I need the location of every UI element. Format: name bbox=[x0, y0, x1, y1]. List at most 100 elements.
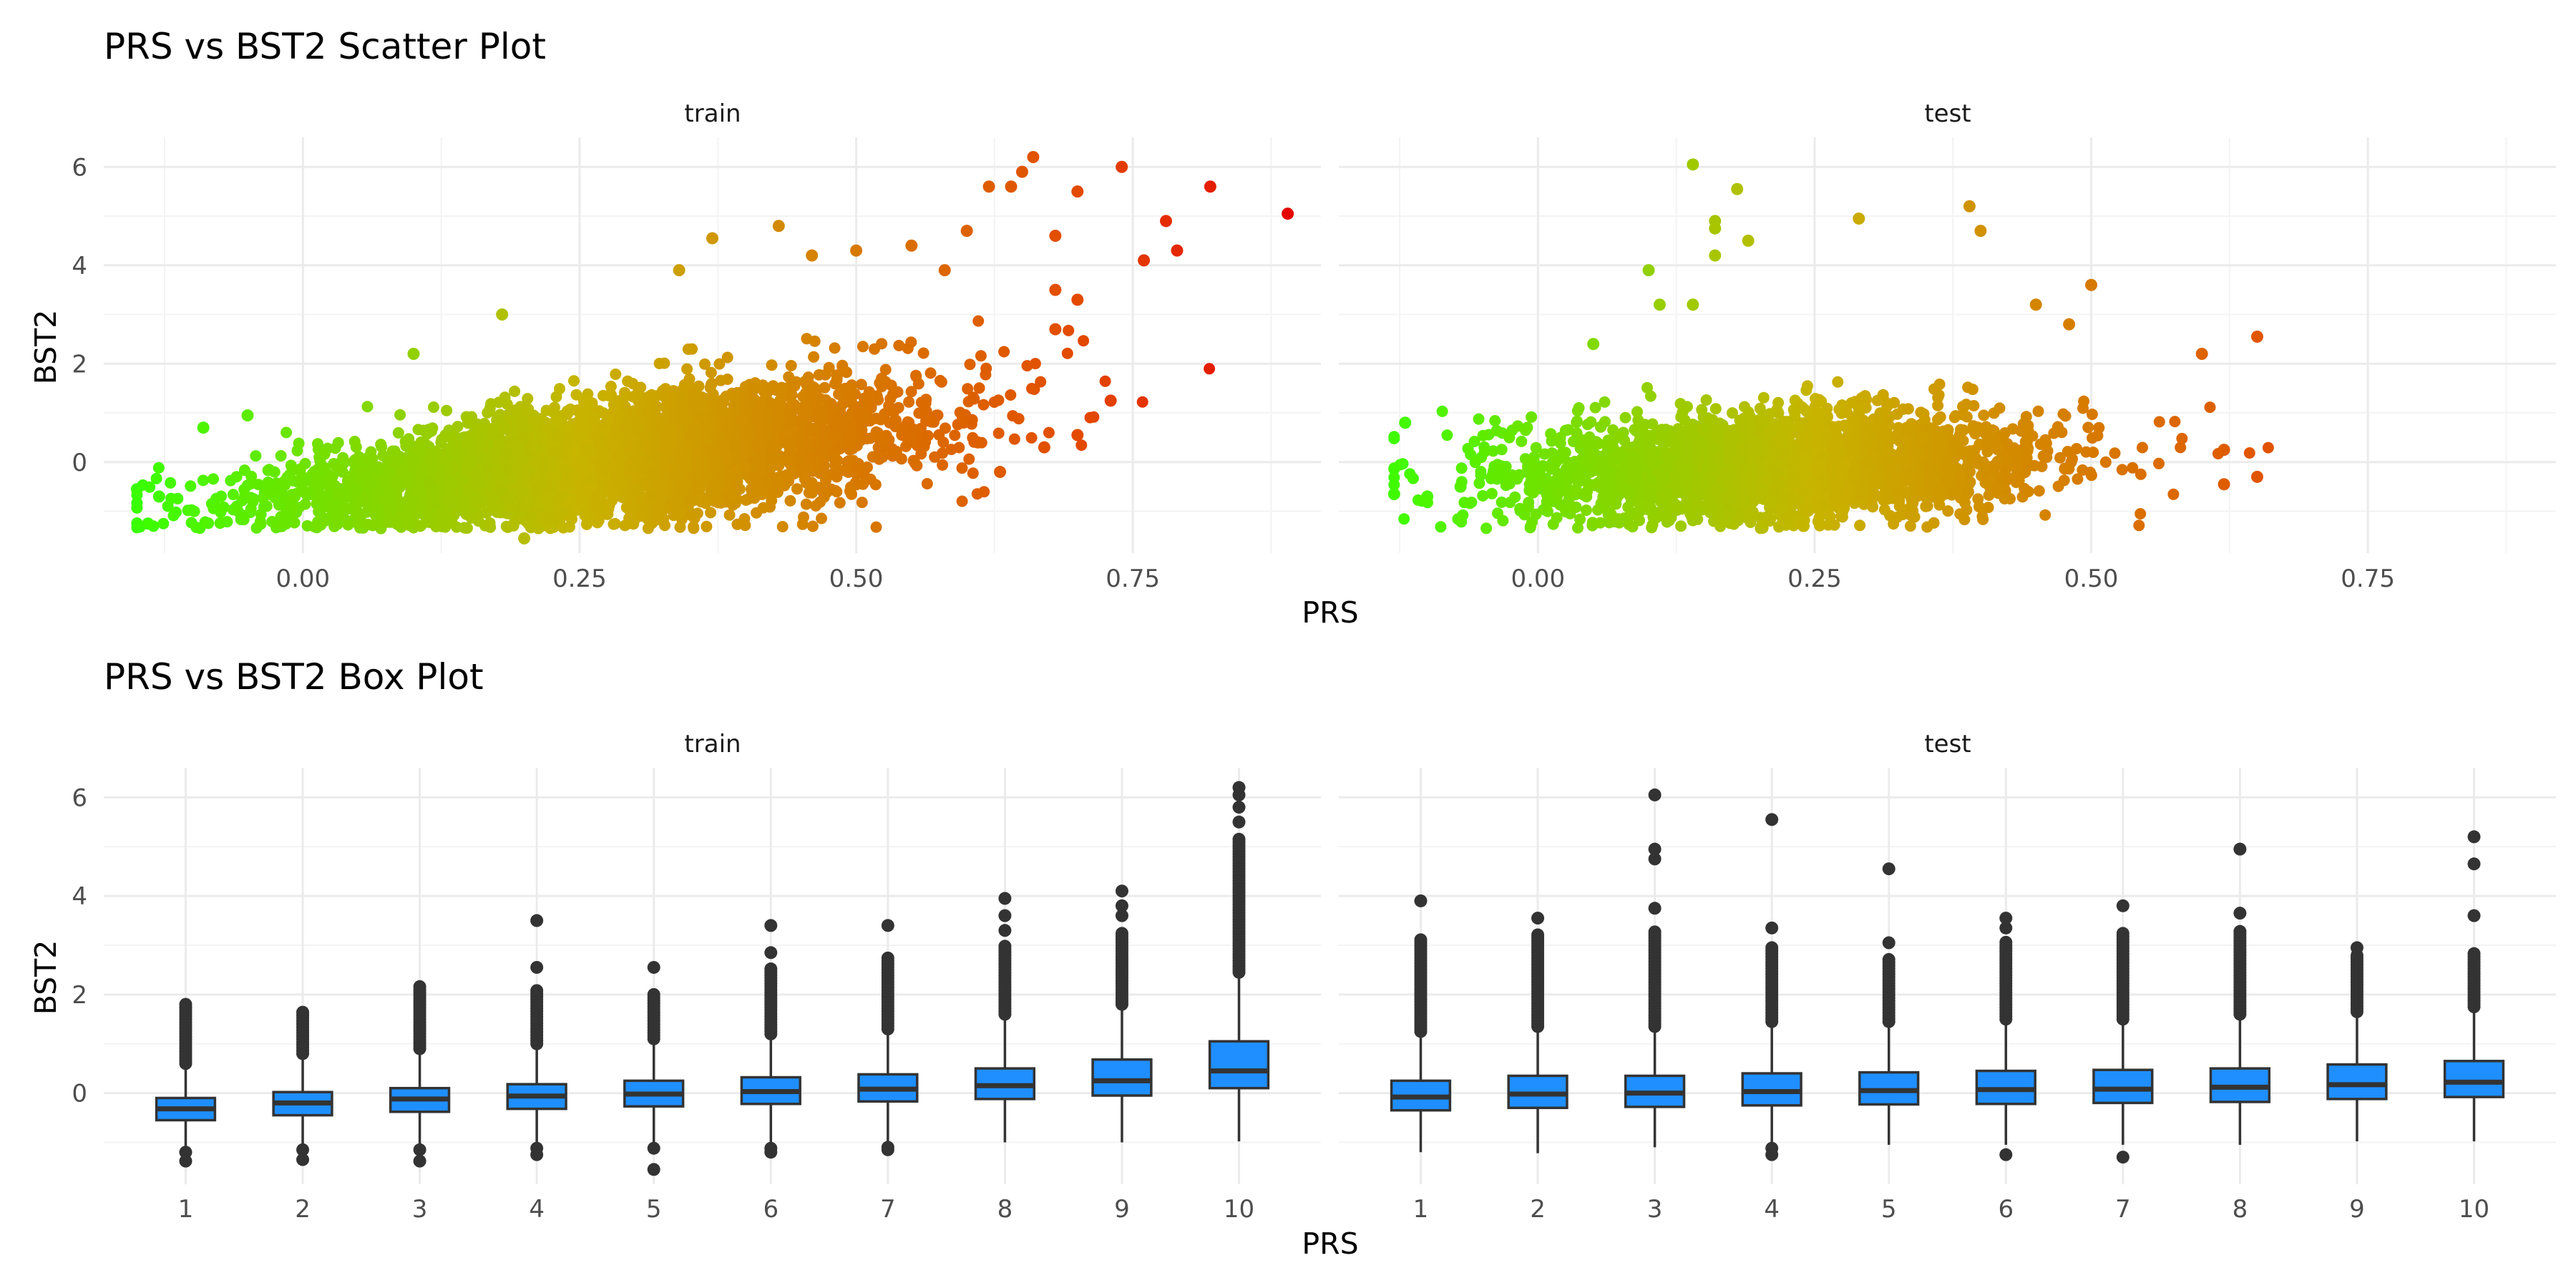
scatter-point bbox=[688, 512, 701, 525]
scatter-point bbox=[419, 509, 431, 522]
scatter-point bbox=[377, 449, 389, 462]
scatter-point bbox=[2086, 409, 2098, 420]
scatter-point bbox=[813, 369, 825, 381]
scatter-point bbox=[762, 429, 774, 441]
scatter-point bbox=[288, 517, 301, 529]
scatter-point bbox=[167, 509, 180, 522]
scatter-point bbox=[785, 360, 797, 371]
x-tick-label: 0.25 bbox=[552, 565, 607, 593]
scatter-point bbox=[973, 382, 985, 394]
scatter-point bbox=[630, 452, 643, 464]
scatter-point bbox=[688, 522, 700, 535]
scatter-point bbox=[1071, 293, 1084, 306]
scatter-point bbox=[560, 448, 572, 460]
scatter-point bbox=[725, 488, 737, 500]
scatter-point bbox=[1015, 165, 1028, 178]
scatter-point bbox=[903, 396, 915, 408]
scatter-point bbox=[861, 433, 873, 444]
scatter-point bbox=[909, 457, 921, 469]
scatter-point bbox=[831, 471, 843, 483]
scatter-point bbox=[739, 519, 751, 532]
scatter-point bbox=[889, 421, 902, 433]
scatter-point bbox=[426, 422, 439, 434]
scatter-point bbox=[783, 371, 795, 383]
scatter-point bbox=[843, 393, 855, 405]
scatter-point bbox=[552, 416, 564, 428]
scatter-point bbox=[1075, 439, 1088, 452]
scatter-point bbox=[1038, 441, 1050, 454]
scatter-point bbox=[386, 445, 399, 457]
scatter-point bbox=[367, 462, 379, 474]
scatter-point bbox=[1078, 335, 1090, 347]
scatter-point bbox=[742, 402, 754, 414]
scatter-point bbox=[708, 410, 720, 422]
scatter-point bbox=[829, 342, 841, 354]
scatter-point bbox=[905, 336, 917, 348]
scatter-point bbox=[673, 264, 686, 277]
scatter-point bbox=[757, 502, 769, 514]
scatter-point bbox=[670, 496, 683, 507]
scatter-point bbox=[716, 394, 728, 406]
scatter-point bbox=[142, 517, 155, 530]
scatter-point bbox=[879, 364, 892, 376]
scatter-point bbox=[693, 484, 706, 496]
scatter-point bbox=[810, 453, 822, 465]
scatter-point bbox=[131, 502, 143, 514]
scatter-point bbox=[748, 393, 760, 405]
scatter-point bbox=[556, 490, 568, 502]
scatter-point bbox=[761, 475, 773, 487]
scatter-point bbox=[632, 484, 643, 497]
scatter-point bbox=[977, 399, 990, 411]
scatter-point bbox=[592, 514, 605, 527]
scatter-point bbox=[509, 385, 521, 397]
scatter-point bbox=[389, 456, 401, 468]
scatter-point bbox=[830, 412, 842, 424]
scatter-point bbox=[236, 513, 248, 525]
scatter-point bbox=[1025, 431, 1038, 444]
scatter-point bbox=[2133, 519, 2145, 532]
scatter-point bbox=[424, 477, 436, 488]
scatter-point bbox=[313, 482, 326, 494]
scatter-point bbox=[522, 393, 534, 405]
scatter-point bbox=[992, 394, 1005, 406]
scatter-point bbox=[275, 450, 287, 462]
scatter-point bbox=[355, 516, 367, 528]
scatter-point bbox=[581, 518, 592, 530]
scatter-point bbox=[606, 440, 618, 452]
scatter-point bbox=[649, 449, 660, 462]
scatter-point bbox=[863, 390, 875, 402]
scatter-point bbox=[444, 449, 456, 461]
scatter-point bbox=[1026, 383, 1038, 394]
scatter-point bbox=[820, 441, 832, 453]
scatter-point bbox=[935, 376, 947, 388]
scatter-point bbox=[704, 382, 716, 394]
scatter-point bbox=[162, 500, 174, 512]
scatter-point bbox=[715, 432, 727, 444]
scatter-point bbox=[2032, 405, 2044, 417]
scatter-point bbox=[792, 458, 804, 469]
scatter-point bbox=[1043, 426, 1055, 439]
scatter-point bbox=[499, 391, 511, 404]
scatter-point bbox=[609, 402, 621, 414]
scatter-point bbox=[1171, 244, 1184, 257]
scatter-point bbox=[1160, 215, 1173, 228]
scatter-point bbox=[700, 421, 712, 434]
scatter-point bbox=[869, 343, 880, 355]
scatter-point bbox=[528, 441, 540, 454]
scatter-point bbox=[751, 441, 763, 453]
scatter-point bbox=[784, 437, 796, 449]
scatter-point bbox=[1071, 185, 1084, 198]
scatter-point bbox=[603, 499, 615, 512]
scatter-point bbox=[448, 496, 460, 508]
scatter-point bbox=[806, 477, 818, 489]
scatter-point bbox=[827, 401, 839, 414]
scatter-point bbox=[522, 403, 535, 415]
scatter-point bbox=[921, 478, 933, 489]
scatter-point bbox=[392, 426, 404, 439]
scatter-point bbox=[674, 521, 686, 533]
scatter-point bbox=[678, 484, 690, 496]
scatter-point bbox=[642, 522, 654, 535]
scatter-point bbox=[582, 441, 594, 454]
